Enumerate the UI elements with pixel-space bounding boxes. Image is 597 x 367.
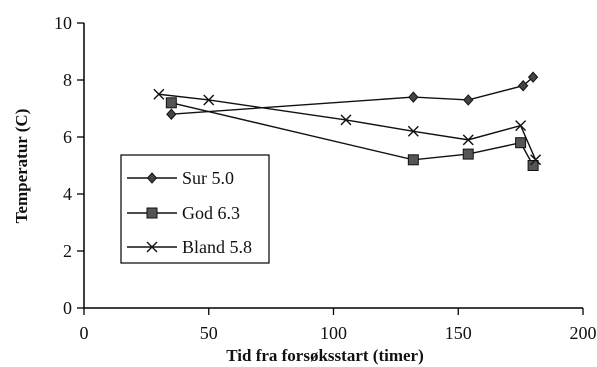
x-axis-ticks: 0 50 100 150 200 (80, 308, 597, 343)
series-line (171, 76, 534, 115)
x-axis-title: Tid fra forsøksstart (timer) (226, 346, 424, 365)
legend-marker (146, 207, 158, 219)
data-point-square (407, 154, 419, 166)
data-point-x (530, 154, 542, 166)
legend-label: God 6.3 (182, 203, 240, 223)
data-point-diamond (166, 108, 177, 120)
data-point-square (462, 148, 474, 160)
series-line (158, 93, 537, 161)
data-point-x (340, 114, 352, 126)
y-tick-label: 8 (63, 70, 72, 90)
data-point-square (527, 160, 539, 171)
legend-box (120, 154, 270, 264)
series-3 (153, 88, 542, 166)
y-tick-label: 4 (63, 184, 72, 204)
legend-label: Bland 5.8 (182, 237, 252, 257)
data-point-x (203, 94, 215, 106)
data-point-diamond (527, 71, 539, 83)
y-axis-title: Temperatur (C) (12, 109, 31, 224)
data-point-x (515, 120, 527, 132)
y-axis-ticks: 0 2 4 6 8 10 (54, 13, 84, 318)
series-1 (166, 71, 539, 120)
data-point-x (462, 134, 474, 146)
x-tick-label: 100 (320, 323, 347, 343)
y-tick-label: 2 (63, 241, 72, 261)
legend-item: God 6.3 (127, 203, 240, 223)
y-tick-label: 0 (63, 298, 72, 318)
data-point-square (515, 137, 527, 149)
data-point-diamond (463, 94, 474, 106)
x-tick-label: 0 (80, 323, 89, 343)
legend-item: Bland 5.8 (127, 237, 252, 257)
legend-marker (146, 241, 158, 253)
data-point-diamond (517, 79, 529, 92)
legend-marker (146, 172, 158, 184)
x-tick-label: 200 (570, 323, 597, 343)
data-point-diamond (408, 91, 419, 103)
x-tick-label: 150 (445, 323, 472, 343)
data-point-x (407, 125, 419, 137)
legend-item: Sur 5.0 (127, 168, 234, 188)
series-2 (165, 97, 539, 171)
legend-label: Sur 5.0 (182, 168, 234, 188)
legend: Sur 5.0 God 6.3 Bland 5.8 (120, 154, 270, 264)
y-tick-label: 10 (54, 13, 72, 33)
y-tick-label: 6 (63, 127, 72, 147)
series-layer (153, 71, 542, 171)
data-point-x (153, 88, 165, 100)
data-point-square (165, 97, 177, 109)
x-tick-label: 50 (200, 323, 218, 343)
